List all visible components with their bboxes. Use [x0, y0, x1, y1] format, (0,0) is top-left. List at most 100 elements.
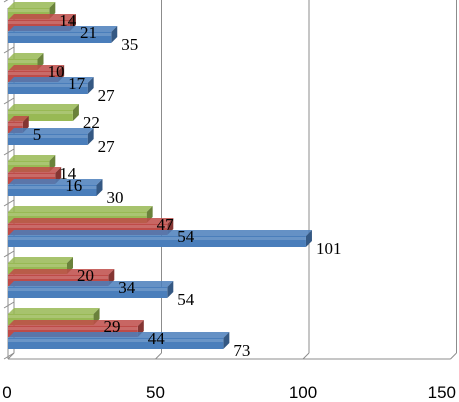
bar-top-face: [8, 320, 144, 326]
bar-top-face: [8, 206, 153, 212]
category-tick: [3, 148, 15, 156]
bar-front-face: [8, 110, 73, 121]
category-tick: [3, 301, 15, 309]
bar-cat6-series1: [8, 77, 94, 94]
bar-highlight: [8, 72, 59, 75]
bar-cat1-series1: [8, 332, 230, 349]
bar-top-face: [8, 218, 174, 224]
data-label-cat1-series3: 29: [104, 317, 121, 336]
bar-end-face: [72, 104, 79, 121]
data-label-cat6-series3: 10: [48, 62, 65, 81]
bar-highlight: [8, 21, 70, 24]
bar-cat2-series2: [8, 269, 115, 286]
bar-end-face: [87, 128, 94, 145]
bar-end-face: [167, 281, 174, 298]
data-label-cat6-series2: 17: [68, 74, 86, 93]
bar-front-face: [8, 83, 88, 94]
bar-highlight: [8, 162, 50, 165]
bar-highlight: [8, 237, 306, 240]
bar-front-face: [8, 20, 70, 31]
bar-highlight: [8, 60, 38, 63]
bar-top-face: [8, 65, 65, 71]
bar-highlight: [8, 327, 138, 330]
bar-end-face: [223, 332, 230, 349]
category-tick: [3, 352, 15, 360]
bar-cat4-series1: [8, 179, 103, 196]
bar-front-face: [8, 173, 56, 184]
category-tick: [3, 250, 15, 258]
data-label-cat7-series3: 14: [59, 11, 77, 30]
bar-front-face: [8, 185, 97, 196]
bar-cat2-series1: [8, 281, 174, 298]
bar-front-face: [8, 32, 112, 43]
bar-end-face: [87, 77, 94, 94]
bar-highlight: [8, 135, 88, 138]
data-label-cat4-series2: 16: [65, 176, 82, 195]
bar-cat5-series1: [8, 128, 94, 145]
bar-highlight: [8, 111, 73, 114]
bar-cat3-series1: [8, 230, 312, 247]
bar-top-face: [8, 116, 29, 122]
bar-top-face: [8, 53, 44, 59]
category-tick: [3, 0, 9, 3]
bar-end-face: [96, 179, 103, 196]
data-label-cat2-series1: 54: [177, 290, 195, 309]
bar-top-face: [8, 155, 56, 161]
bar-end-face: [305, 230, 312, 247]
bar-front-face: [8, 161, 50, 172]
data-label-cat1-series2: 44: [148, 329, 166, 348]
bar-top-face: [8, 77, 94, 83]
bar-top-face: [8, 104, 79, 110]
bar-highlight: [8, 213, 147, 216]
bar-front-face: [8, 71, 59, 82]
bar-cat7-series2: [8, 14, 76, 31]
x-tick-label-0: 0: [2, 383, 11, 402]
bar-cat5-series2: [8, 116, 29, 133]
data-label-cat3-series1: 101: [316, 239, 342, 258]
bar-highlight: [8, 288, 168, 291]
data-label-cat7-series1: 35: [121, 35, 138, 54]
bar-highlight: [8, 123, 23, 126]
bar-top-face: [8, 308, 100, 314]
x-tick-label-50: 50: [146, 383, 165, 402]
bar-end-face: [111, 26, 118, 43]
bar-highlight: [8, 339, 224, 342]
data-label-cat3-series2: 54: [177, 227, 195, 246]
bar-front-face: [8, 134, 88, 145]
bar-front-face: [8, 224, 168, 235]
bar-highlight: [8, 225, 168, 228]
bar-highlight: [8, 315, 94, 318]
category-tick: [3, 46, 15, 54]
tick-labels: 0 50 100 150: [2, 383, 456, 402]
bars: [8, 2, 312, 349]
data-label-cat5-series3: 22: [83, 113, 100, 132]
bar-top-face: [8, 332, 230, 338]
bar-top-face: [8, 281, 174, 287]
bar-top-face: [8, 269, 115, 275]
bar-front-face: [8, 8, 50, 19]
bar-highlight: [8, 84, 88, 87]
bar-cat2-series3: [8, 257, 73, 274]
bar-cat7-series1: [8, 26, 118, 43]
bar-front-face: [8, 326, 138, 337]
data-label-cat1-series1: 73: [233, 341, 250, 360]
data-label-cat5-series2: 5: [33, 125, 42, 144]
bar-top-face: [8, 2, 56, 8]
bar-front-face: [8, 236, 306, 247]
data-labels: 2944732034544754101141630225271017271421…: [33, 11, 342, 360]
gridline-foot-150: [450, 352, 457, 360]
bar-front-face: [8, 275, 109, 286]
bar-front-face: [8, 212, 147, 223]
bar-cat1-series3: [8, 308, 100, 325]
bar-top-face: [8, 14, 76, 20]
category-tick: [3, 199, 15, 207]
data-label-cat2-series2: 34: [118, 278, 136, 297]
category-tick: [3, 97, 15, 105]
bar-top-face: [8, 257, 73, 263]
bar-highlight: [8, 9, 50, 12]
bar-highlight: [8, 174, 56, 177]
data-label-cat6-series1: 27: [98, 86, 116, 105]
bar-front-face: [8, 338, 224, 349]
bar-front-face: [8, 263, 67, 274]
